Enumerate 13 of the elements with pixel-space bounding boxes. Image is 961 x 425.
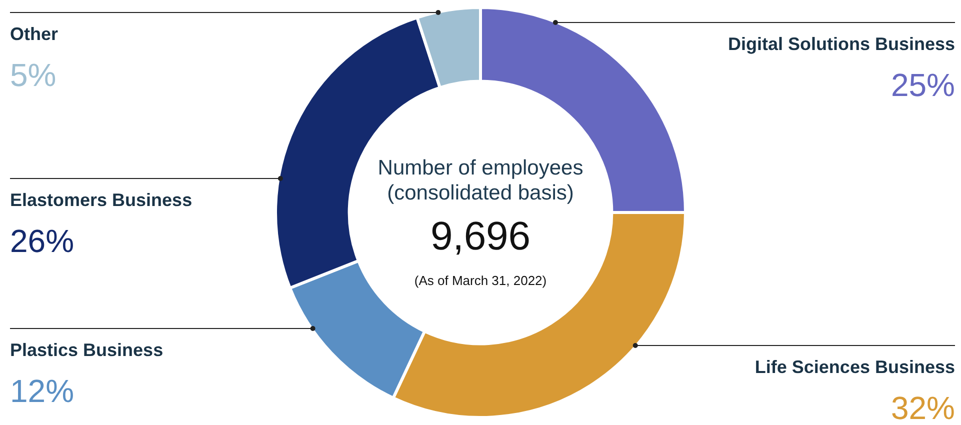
text: (As of March 31, 2022) — [414, 273, 547, 288]
slice-label: Other — [10, 24, 58, 44]
data-label: 12% — [10, 373, 74, 409]
data-label: 25% — [890, 67, 955, 103]
slice-label: Plastics Business — [10, 340, 164, 360]
data-label: 26% — [10, 223, 74, 259]
slice-label: Life Sciences Business — [754, 357, 955, 377]
data-label: 32% — [890, 390, 955, 425]
slice-label: Digital Solutions Business — [728, 34, 955, 54]
data-label: 5% — [10, 57, 56, 93]
slice-label: Elastomers Business — [10, 190, 192, 210]
text: 9,696 — [430, 214, 531, 259]
text: Number of employees (consolidated basis) — [378, 156, 584, 204]
